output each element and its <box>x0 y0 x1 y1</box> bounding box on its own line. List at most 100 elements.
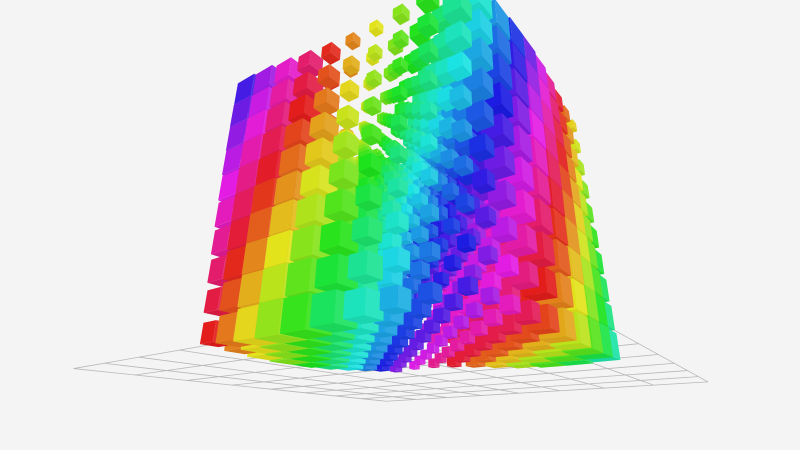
cube-face <box>420 133 431 148</box>
cube-face <box>317 76 340 90</box>
cube-face <box>485 353 510 358</box>
cube-face <box>347 250 368 279</box>
cube-face <box>470 332 488 337</box>
cube-face <box>543 123 559 163</box>
cube-face <box>503 145 516 175</box>
cube-face <box>565 152 577 183</box>
cube-face <box>451 131 473 143</box>
cube <box>390 113 408 133</box>
cube-face <box>497 346 524 351</box>
cube-face <box>374 69 382 85</box>
cube-face <box>361 135 382 146</box>
cube-face <box>484 323 499 342</box>
cube-face <box>462 51 472 76</box>
cube-face <box>556 238 572 276</box>
cube-face <box>284 257 312 297</box>
cube-face <box>444 306 464 312</box>
cube-face <box>297 49 311 71</box>
cube-face <box>451 325 458 338</box>
cube-face <box>332 131 347 153</box>
cube <box>328 158 360 191</box>
cube-face <box>405 155 414 167</box>
cube <box>420 167 439 187</box>
cube-face <box>474 359 497 363</box>
cube-face <box>572 119 578 132</box>
cube-face <box>511 337 541 344</box>
cube <box>297 49 324 80</box>
cube <box>339 79 360 102</box>
cube-face <box>588 316 604 354</box>
cube-face <box>339 90 359 102</box>
cube <box>457 275 479 297</box>
cube-face <box>418 281 433 302</box>
cube-face <box>336 104 349 123</box>
cube-face <box>441 182 453 197</box>
cube-face <box>443 325 453 338</box>
cube-face <box>400 113 408 130</box>
cube-face <box>225 118 248 151</box>
cube-face <box>294 193 318 227</box>
cube-face <box>449 203 457 220</box>
cube-face <box>432 0 440 8</box>
cube-face <box>370 152 382 174</box>
cube-face <box>443 228 461 236</box>
cube <box>455 192 475 214</box>
cube-face <box>567 124 575 144</box>
cube <box>416 0 440 15</box>
cube-face <box>466 314 484 319</box>
cube-face <box>536 166 552 205</box>
cube-face <box>390 123 408 133</box>
cube-face <box>372 123 382 142</box>
cube-face <box>492 286 501 304</box>
cube-face <box>215 340 256 348</box>
cube-face <box>486 168 496 190</box>
cube-face <box>383 73 398 83</box>
cube-face <box>401 194 407 206</box>
cube <box>369 19 384 38</box>
cube-face <box>366 69 375 83</box>
cube-face <box>223 245 246 280</box>
cube-face <box>449 84 464 104</box>
cube <box>367 43 383 62</box>
cube-face <box>403 354 418 358</box>
cube-face <box>544 356 584 363</box>
cube-face <box>599 274 610 302</box>
cube-face <box>584 285 600 322</box>
cube <box>440 148 460 170</box>
cube-face <box>447 65 472 82</box>
cube-face <box>309 49 324 74</box>
cube-face <box>231 186 255 221</box>
cube-face <box>419 255 441 263</box>
cube-face <box>420 178 439 187</box>
cube-face <box>432 223 439 237</box>
cube-face <box>518 125 533 162</box>
cube-face <box>411 237 429 244</box>
cube-face <box>341 188 360 219</box>
cube-face <box>224 348 261 355</box>
cube-face <box>579 159 586 175</box>
cube-face <box>379 358 398 362</box>
cube-face <box>313 101 339 117</box>
cube-face <box>430 100 438 117</box>
cube-face <box>562 189 577 227</box>
cube-face <box>401 29 409 45</box>
cube <box>441 182 460 202</box>
cube-face <box>547 303 560 333</box>
cube-face <box>495 270 520 278</box>
cube-face <box>594 292 609 327</box>
cube-face <box>254 297 283 339</box>
cube-face <box>463 84 473 106</box>
cube-face <box>522 292 558 302</box>
cube-face <box>454 348 465 362</box>
cube-face <box>297 63 322 80</box>
cube <box>379 231 402 254</box>
cube-face <box>358 166 382 178</box>
cube-face <box>289 224 315 261</box>
cube-face <box>328 177 359 191</box>
cube-face <box>226 215 251 250</box>
cube-face <box>366 57 379 67</box>
cube-face <box>494 253 512 274</box>
cube-face <box>379 284 398 311</box>
